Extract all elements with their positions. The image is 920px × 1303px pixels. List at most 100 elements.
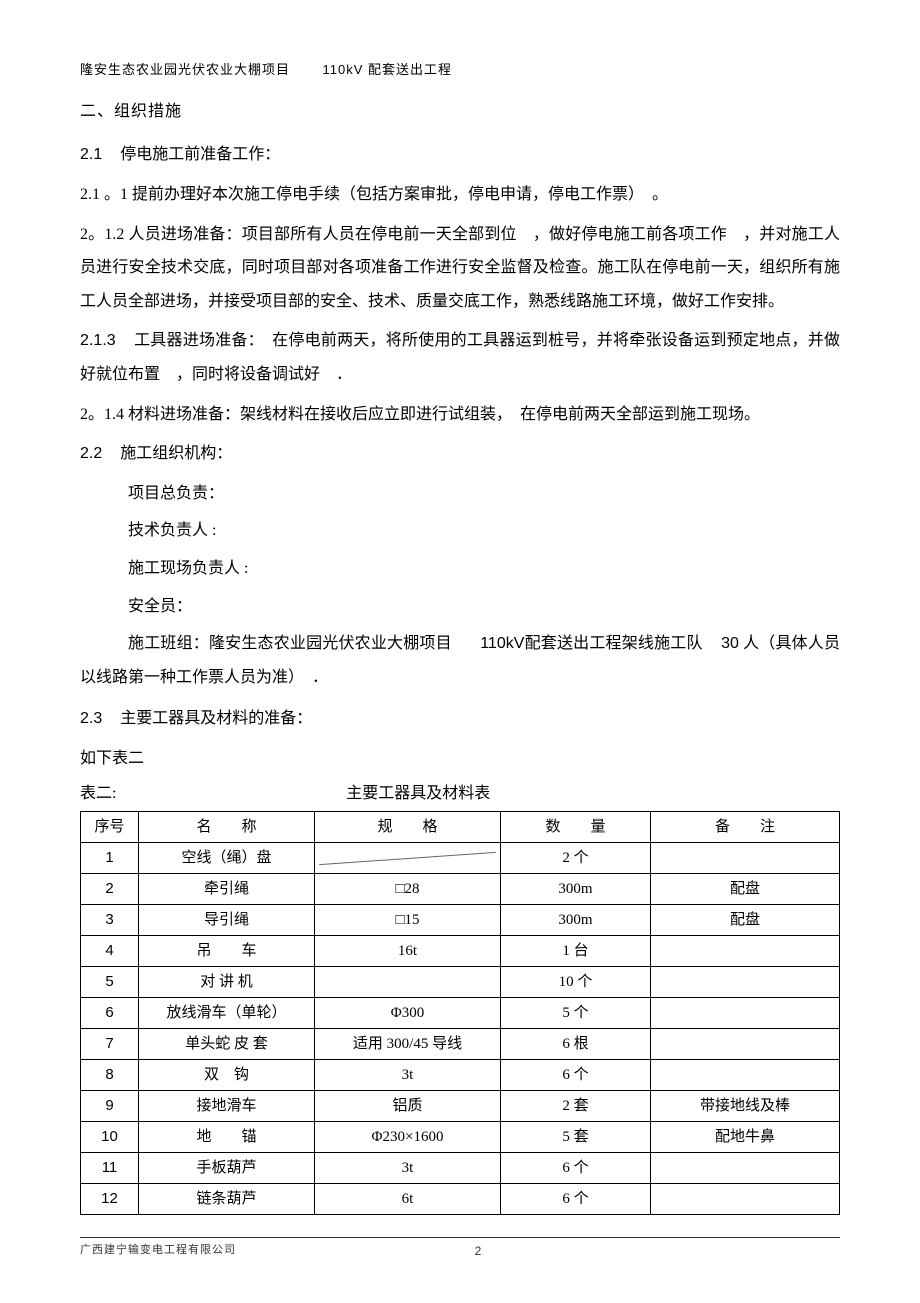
heading-2-3-sub: 如下表二 <box>80 742 840 776</box>
header-project: 隆安生态农业园光伏农业大棚项目 <box>80 62 290 77</box>
cell-idx: 12 <box>81 1184 139 1215</box>
table-row: 9接地滑车铝质2 套带接地线及棒 <box>81 1091 840 1122</box>
table-row: 5对 讲 机10 个 <box>81 967 840 998</box>
team-line: 施工班组：隆安生态农业园光伏农业大棚项目 110kV配套送出工程架线施工队 30… <box>80 627 840 694</box>
footer-page: 2 <box>236 1242 840 1261</box>
role-tech-lead: 技术负责人 : <box>80 514 840 548</box>
cell-qty: 5 个 <box>501 998 651 1029</box>
heading-2-1-text: 停电施工前准备工作： <box>120 146 280 163</box>
heading-2-1: 2.1 停电施工前准备工作： <box>80 138 840 172</box>
cell-note <box>651 1029 840 1060</box>
cell-spec: 3t <box>315 1060 501 1091</box>
table-row: 2牵引绳□28300m配盘 <box>81 874 840 905</box>
cell-idx: 2 <box>81 874 139 905</box>
cell-name: 双 钩 <box>139 1060 315 1091</box>
cell-name: 牵引绳 <box>139 874 315 905</box>
cell-idx: 10 <box>81 1122 139 1153</box>
cell-idx: 7 <box>81 1029 139 1060</box>
cell-spec: □15 <box>315 905 501 936</box>
cell-idx: 5 <box>81 967 139 998</box>
cell-note <box>651 967 840 998</box>
table-row: 11手板葫芦3t6 个 <box>81 1153 840 1184</box>
cell-note <box>651 936 840 967</box>
heading-2-3-num: 2.3 <box>80 710 102 727</box>
team-prefix: 施工班组：隆安生态农业园光伏农业大棚项目 <box>80 635 452 652</box>
cell-note: 配盘 <box>651 874 840 905</box>
table-row: 10地 锚Φ230×16005 套配地牛鼻 <box>81 1122 840 1153</box>
heading-2-1-num: 2.1 <box>80 146 102 163</box>
cell-qty: 2 套 <box>501 1091 651 1122</box>
table-row: 6放线滑车（单轮）Φ3005 个 <box>81 998 840 1029</box>
cell-spec: 3t <box>315 1153 501 1184</box>
footer-company: 广西建宁输变电工程有限公司 <box>80 1242 236 1261</box>
table-row: 4吊 车16t1 台 <box>81 936 840 967</box>
cell-qty: 300m <box>501 905 651 936</box>
doc-header: 隆安生态农业园光伏农业大棚项目 110kV 配套送出工程 <box>80 60 840 81</box>
cell-qty: 10 个 <box>501 967 651 998</box>
table-row: 7单头蛇 皮 套适用 300/45 导线6 根 <box>81 1029 840 1060</box>
cell-name: 单头蛇 皮 套 <box>139 1029 315 1060</box>
cell-idx: 8 <box>81 1060 139 1091</box>
role-site-lead: 施工现场负责人 : <box>80 552 840 586</box>
cell-note: 带接地线及棒 <box>651 1091 840 1122</box>
cell-name: 地 锚 <box>139 1122 315 1153</box>
heading-2-3-text: 主要工器具及材料的准备： <box>120 710 312 727</box>
cell-note <box>651 843 840 874</box>
cell-name: 手板葫芦 <box>139 1153 315 1184</box>
cell-idx: 1 <box>81 843 139 874</box>
cell-spec: Φ300 <box>315 998 501 1029</box>
para-2-1-3-num: 2.1.3 <box>80 332 116 349</box>
cell-note <box>651 1060 840 1091</box>
cell-spec: Φ230×1600 <box>315 1122 501 1153</box>
materials-table: 序号 名 称 规 格 数 量 备 注 1空线（绳）盘2 个2牵引绳□28300m… <box>80 811 840 1215</box>
cell-note: 配盘 <box>651 905 840 936</box>
cell-spec <box>315 967 501 998</box>
para-2-1-4: 2。1.4 材料进场准备：架线材料在接收后应立即进行试组装， 在停电前两天全部运… <box>80 398 840 432</box>
cell-name: 放线滑车（单轮） <box>139 998 315 1029</box>
table-caption: 表二: 主要工器具及材料表 <box>80 781 840 807</box>
cell-idx: 6 <box>81 998 139 1029</box>
heading-2-2-num: 2.2 <box>80 445 102 462</box>
table-row: 3导引绳□15300m配盘 <box>81 905 840 936</box>
team-mid: 110kV配套送出工程架线施工队 <box>480 635 702 652</box>
table-row: 8双 钩3t6 个 <box>81 1060 840 1091</box>
page-footer: 广西建宁输变电工程有限公司 2 <box>80 1237 840 1261</box>
cell-idx: 11 <box>81 1153 139 1184</box>
th-spec: 规 格 <box>315 812 501 843</box>
team-num: 30 <box>721 635 739 652</box>
cell-name: 链条葫芦 <box>139 1184 315 1215</box>
cell-spec: 6t <box>315 1184 501 1215</box>
cell-qty: 5 套 <box>501 1122 651 1153</box>
cell-qty: 2 个 <box>501 843 651 874</box>
cell-spec <box>315 843 501 874</box>
cell-qty: 6 个 <box>501 1184 651 1215</box>
para-2-1-3: 2.1.3 工具器进场准备： 在停电前两天，将所使用的工具器运到桩号，并将牵张设… <box>80 324 840 391</box>
cell-note: 配地牛鼻 <box>651 1122 840 1153</box>
th-qty: 数 量 <box>501 812 651 843</box>
cell-qty: 6 个 <box>501 1060 651 1091</box>
header-subproject: 110kV 配套送出工程 <box>323 62 453 77</box>
cell-spec: 适用 300/45 导线 <box>315 1029 501 1060</box>
th-name: 名 称 <box>139 812 315 843</box>
cell-qty: 1 台 <box>501 936 651 967</box>
heading-2-2: 2.2 施工组织机构： <box>80 437 840 471</box>
cell-note <box>651 1184 840 1215</box>
cell-note <box>651 1153 840 1184</box>
table-row: 1空线（绳）盘 2 个 <box>81 843 840 874</box>
cell-qty: 6 根 <box>501 1029 651 1060</box>
th-note: 备 注 <box>651 812 840 843</box>
cell-spec: 16t <box>315 936 501 967</box>
para-2-1-3-text: 工具器进场准备： 在停电前两天，将所使用的工具器运到桩号，并将牵张设备运到预定地… <box>80 332 840 383</box>
cell-qty: 6 个 <box>501 1153 651 1184</box>
table-caption-title: 主要工器具及材料表 <box>116 781 840 807</box>
para-2-1-2: 2。1.2 人员进场准备：项目部所有人员在停电前一天全部到位 ，做好停电施工前各… <box>80 218 840 319</box>
cell-spec: □28 <box>315 874 501 905</box>
cell-name: 空线（绳）盘 <box>139 843 315 874</box>
cell-name: 接地滑车 <box>139 1091 315 1122</box>
heading-2-2-text: 施工组织机构： <box>120 445 232 462</box>
heading-2-3: 2.3 主要工器具及材料的准备： <box>80 702 840 736</box>
table-row: 12链条葫芦6t6 个 <box>81 1184 840 1215</box>
role-project-lead: 项目总负责： <box>80 477 840 511</box>
para-2-1-1: 2.1 。1 提前办理好本次施工停电手续（包括方案审批，停电申请，停电工作票） … <box>80 178 840 212</box>
section-title: 二、组织措施 <box>80 99 840 125</box>
